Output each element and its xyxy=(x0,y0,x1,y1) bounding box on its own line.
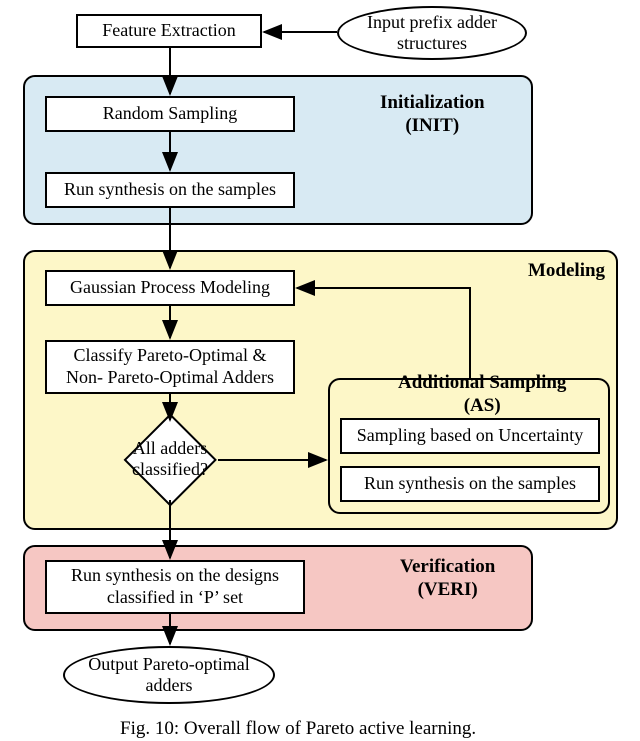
node-random-sampling: Random Sampling xyxy=(45,96,295,132)
panel-modeling-label: Modeling xyxy=(528,260,605,283)
decision-diamond: All adders classified? xyxy=(123,413,217,507)
panel-init-label: Initialization (INIT) xyxy=(380,92,485,138)
panel-as-label: Additional Sampling (AS) xyxy=(398,372,566,418)
decision-diamond-label: All adders classified? xyxy=(123,438,217,479)
input-ellipse: Input prefix adder structures xyxy=(337,6,527,60)
output-ellipse: Output Pareto-optimal adders xyxy=(63,646,275,704)
node-sampling-uncertainty: Sampling based on Uncertainty xyxy=(340,418,600,454)
node-feature-extraction: Feature Extraction xyxy=(76,14,262,48)
node-classify: Classify Pareto-Optimal & Non- Pareto-Op… xyxy=(45,340,295,394)
node-run-synth-as: Run synthesis on the samples xyxy=(340,466,600,502)
node-gp-modeling: Gaussian Process Modeling xyxy=(45,270,295,306)
node-run-synth-init: Run synthesis on the samples xyxy=(45,172,295,208)
node-run-synth-veri: Run synthesis on the designs classified … xyxy=(45,560,305,614)
figure-caption: Fig. 10: Overall flow of Pareto active l… xyxy=(120,718,476,740)
flowchart-canvas: Initialization (INIT) Modeling Additiona… xyxy=(0,0,640,741)
panel-veri-label: Verification (VERI) xyxy=(400,556,495,602)
